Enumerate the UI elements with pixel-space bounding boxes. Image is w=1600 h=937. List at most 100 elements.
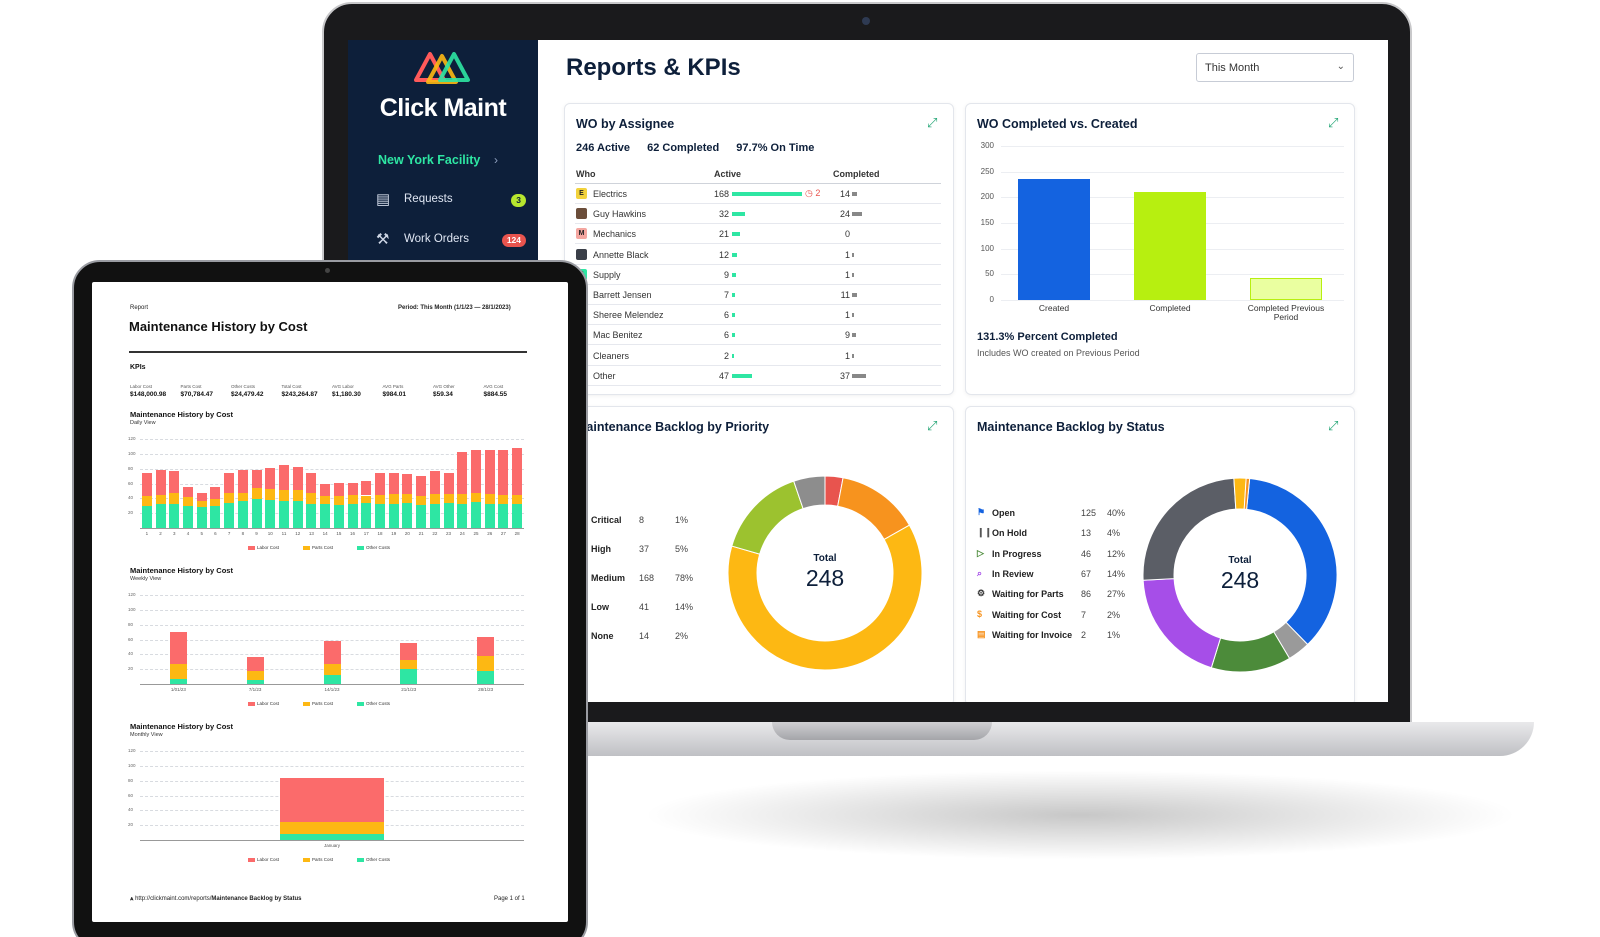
kpi-label: Parts Cost [180,384,202,389]
slice-none[interactable] [793,475,826,510]
status-row[interactable]: ⚙ Waiting for Parts 86 27% [977,588,1137,604]
x-tick-label: 25 [473,531,479,536]
daily-other-bar [429,504,440,528]
x-tick-label: 18 [377,531,383,536]
table-row[interactable]: M Mechanics 21 0 [575,224,941,245]
table-row[interactable]: Cleaners 2 1 [575,346,941,366]
active-bar [732,373,752,378]
daily-labor-bar [457,451,468,495]
weekly-parts-bar [477,655,495,671]
tablet-camera-icon [325,268,330,273]
daily-labor-bar [237,469,248,493]
daily-other-bar [155,504,166,528]
status-row[interactable]: ❙❙ On Hold 13 4% [977,527,1137,543]
active-bar [732,293,735,297]
page-title: Reports & KPIs [566,54,741,81]
chevron-right-icon[interactable]: › [494,153,498,167]
monthly-cost-chart: Maintenance History by Cost Monthly View 2… [128,722,528,872]
column-header-who: Who [576,169,596,179]
chevron-down-icon: ⌄ [1336,61,1345,72]
status-row[interactable]: ⚑ Open 125 40% [977,507,1137,523]
daily-labor-bar [512,448,523,495]
header-divider [575,183,941,184]
daily-parts-bar [361,495,372,503]
nav-item-requests[interactable]: ▤ Requests 3 [376,190,526,212]
donut-total-value: 248 [1220,567,1260,593]
expand-icon[interactable]: ⤢ [927,418,938,433]
daily-labor-bar [402,474,413,495]
slice-waiting-for-invoice[interactable] [1243,477,1251,510]
status-row[interactable]: ▷ In Progress 46 12% [977,548,1137,564]
y-tick-label: 80 [128,621,134,627]
daily-other-bar [279,500,289,528]
click-maint-logo-icon [414,52,470,84]
kpi-heading: KPIs [130,364,146,371]
kpi-label: AVG Parts [382,384,404,389]
kpi-value: $59.34 [433,391,453,398]
expand-icon[interactable]: ⤢ [927,115,938,130]
daily-parts-bar [443,494,454,503]
y-tick-label: 20 [128,510,134,516]
wrench-icon: ⚒ [376,231,390,248]
status-row[interactable]: ⌕ In Review 67 14% [977,568,1137,584]
daily-parts-bar [251,488,262,500]
assignee-name: Supply [593,269,621,280]
expand-icon[interactable]: ⤢ [1328,418,1339,433]
column-header-active: Active [714,169,742,179]
daily-other-bar [265,499,276,528]
table-row[interactable]: Annette Black 12 1 [575,245,941,265]
slice-in-progress[interactable] [1210,631,1291,673]
daily-other-bar [237,501,248,528]
x-axis [140,684,524,685]
weekly-other-bar [477,670,495,684]
period-select[interactable]: This Month ⌄ [1196,53,1354,82]
x-tick-label: 5 [200,531,203,536]
work-orders-badge: 124 [501,234,526,247]
status-row[interactable]: ▤ Waiting for Invoice 2 1% [977,629,1137,645]
nav-item-work-orders[interactable]: ⚒ Work Orders 124 [376,230,526,252]
y-tick-label: 60 [128,792,134,798]
slice-low[interactable] [731,480,804,555]
daily-other-bar [169,503,180,528]
daily-other-bar [210,505,221,528]
table-row[interactable]: SSupply91 [575,265,941,285]
x-tick-label: 8 [241,531,245,536]
slice-medium[interactable] [727,524,923,671]
status-percent: 2% [1107,609,1121,620]
x-tick-label: Created [1038,303,1070,313]
assignee-name: Cleaners [593,350,630,361]
daily-labor-bar [471,449,481,494]
table-row[interactable]: Mac Benitez 6 9 [575,325,941,346]
footer-url-bold[interactable]: Maintenance Backlog by Status [211,896,302,902]
status-label: Waiting for Parts [992,589,1064,600]
waiting-for-cost-icon: $ [977,608,983,619]
table-row[interactable]: Other 47 37 [575,366,941,386]
daily-other-bar [333,505,344,528]
daily-other-bar [224,502,235,528]
bar-1 [1134,192,1206,300]
kpi-label: Labor Cost [130,384,153,389]
legend-item: Parts Cost [303,701,333,706]
facility-selector[interactable]: New York Facility [378,153,481,167]
daily-labor-bar [429,471,440,495]
table-row[interactable]: Guy Hawkins 32 24 [575,204,941,225]
daily-parts-bar [457,494,468,504]
x-tick-label: 7/1/23 [248,687,262,692]
table-row[interactable]: Sheree Melendez 6 1 [575,305,941,326]
table-row[interactable]: Barrett Jensen 7 11 [575,285,941,305]
slice-high[interactable] [837,477,911,541]
completed-count: 11 [840,290,850,300]
table-row[interactable]: E Electrics 168 ◷ 2 14 [575,184,941,204]
weekly-labor-bar [323,641,341,665]
footer-url[interactable]: http://clickmaint.com/reports/ [135,896,212,902]
expand-icon[interactable]: ⤢ [1328,115,1339,130]
completed-bar [852,353,854,358]
y-tick-label: 150 [980,218,994,227]
daily-parts-bar [512,494,523,504]
y-tick-label: 40 [128,651,134,657]
status-label: On Hold [992,528,1027,539]
legend-swatch [357,701,365,706]
laptop-notch [772,722,992,740]
status-row[interactable]: $ Waiting for Cost 7 2% [977,609,1137,625]
percent-completed: 131.3% Percent Completed [977,331,1118,343]
